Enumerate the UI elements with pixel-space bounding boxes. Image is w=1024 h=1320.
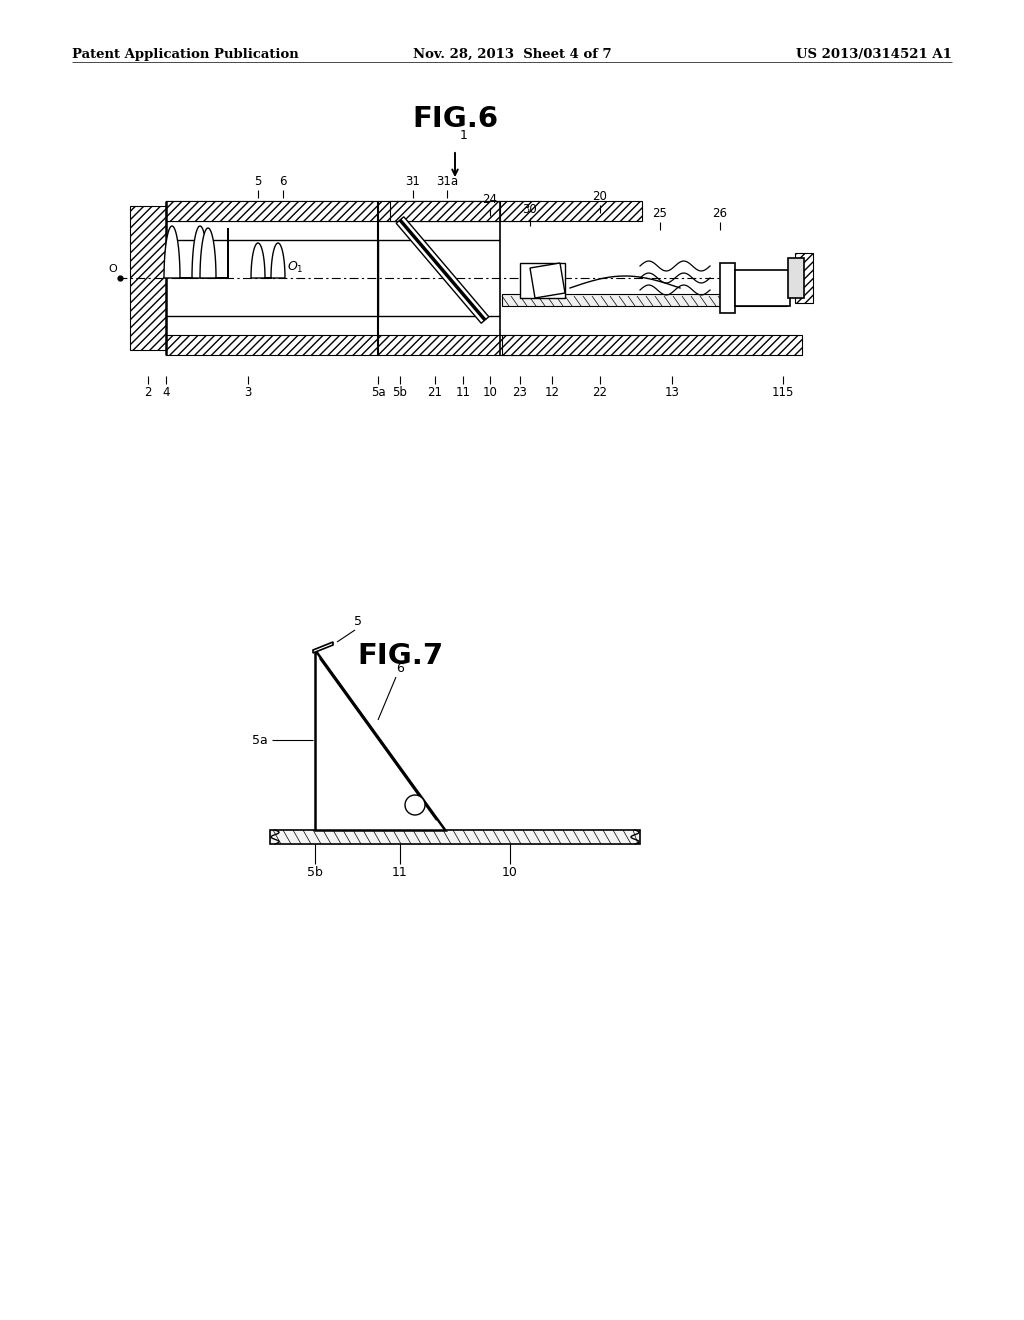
Bar [502,335,802,355]
Text: 4: 4 [162,385,170,399]
Bar [735,271,790,306]
Text: 6: 6 [280,176,287,187]
Polygon shape [396,216,488,323]
Text: 23: 23 [513,385,527,399]
Text: 22: 22 [593,385,607,399]
Text: 1: 1 [460,129,468,143]
Bar [270,830,640,843]
Polygon shape [251,243,285,279]
Text: 11: 11 [456,385,470,399]
Text: 10: 10 [502,866,518,879]
Bar [720,263,735,313]
Text: 5b: 5b [392,385,408,399]
Polygon shape [530,263,565,298]
Text: 26: 26 [713,207,727,220]
Bar [795,253,813,304]
Bar [166,335,542,355]
Bar [502,294,787,306]
Bar [166,201,642,220]
Text: 2: 2 [144,385,152,399]
Text: 12: 12 [545,385,559,399]
Text: FIG.7: FIG.7 [357,642,443,671]
Polygon shape [313,642,333,653]
Text: 13: 13 [665,385,680,399]
Polygon shape [200,228,228,279]
Text: US 2013/0314521 A1: US 2013/0314521 A1 [796,48,952,61]
Text: FIG.6: FIG.6 [412,106,498,133]
Bar [166,201,542,220]
Text: 5a: 5a [371,385,385,399]
Text: 5a: 5a [252,734,268,747]
Text: 5: 5 [354,615,362,628]
Text: 3: 3 [245,385,252,399]
Bar [390,201,500,220]
Text: Nov. 28, 2013  Sheet 4 of 7: Nov. 28, 2013 Sheet 4 of 7 [413,48,611,61]
Text: $O_1$: $O_1$ [287,260,303,275]
Text: 5b: 5b [307,866,323,879]
Text: Patent Application Publication: Patent Application Publication [72,48,299,61]
Text: 20: 20 [593,190,607,203]
Text: 11: 11 [392,866,408,879]
Text: 21: 21 [427,385,442,399]
Text: 25: 25 [652,207,668,220]
Text: 31: 31 [406,176,421,187]
Text: 30: 30 [522,203,538,216]
Text: O: O [109,264,117,275]
Text: 31a: 31a [436,176,458,187]
Text: 5: 5 [254,176,262,187]
Polygon shape [315,649,445,830]
Bar [130,206,166,350]
Bar [520,263,565,298]
Circle shape [406,795,425,814]
Text: 10: 10 [482,385,498,399]
Text: 24: 24 [482,193,498,206]
Text: 115: 115 [772,385,795,399]
Polygon shape [164,226,208,279]
Bar [788,257,804,298]
Text: 6: 6 [396,663,403,675]
